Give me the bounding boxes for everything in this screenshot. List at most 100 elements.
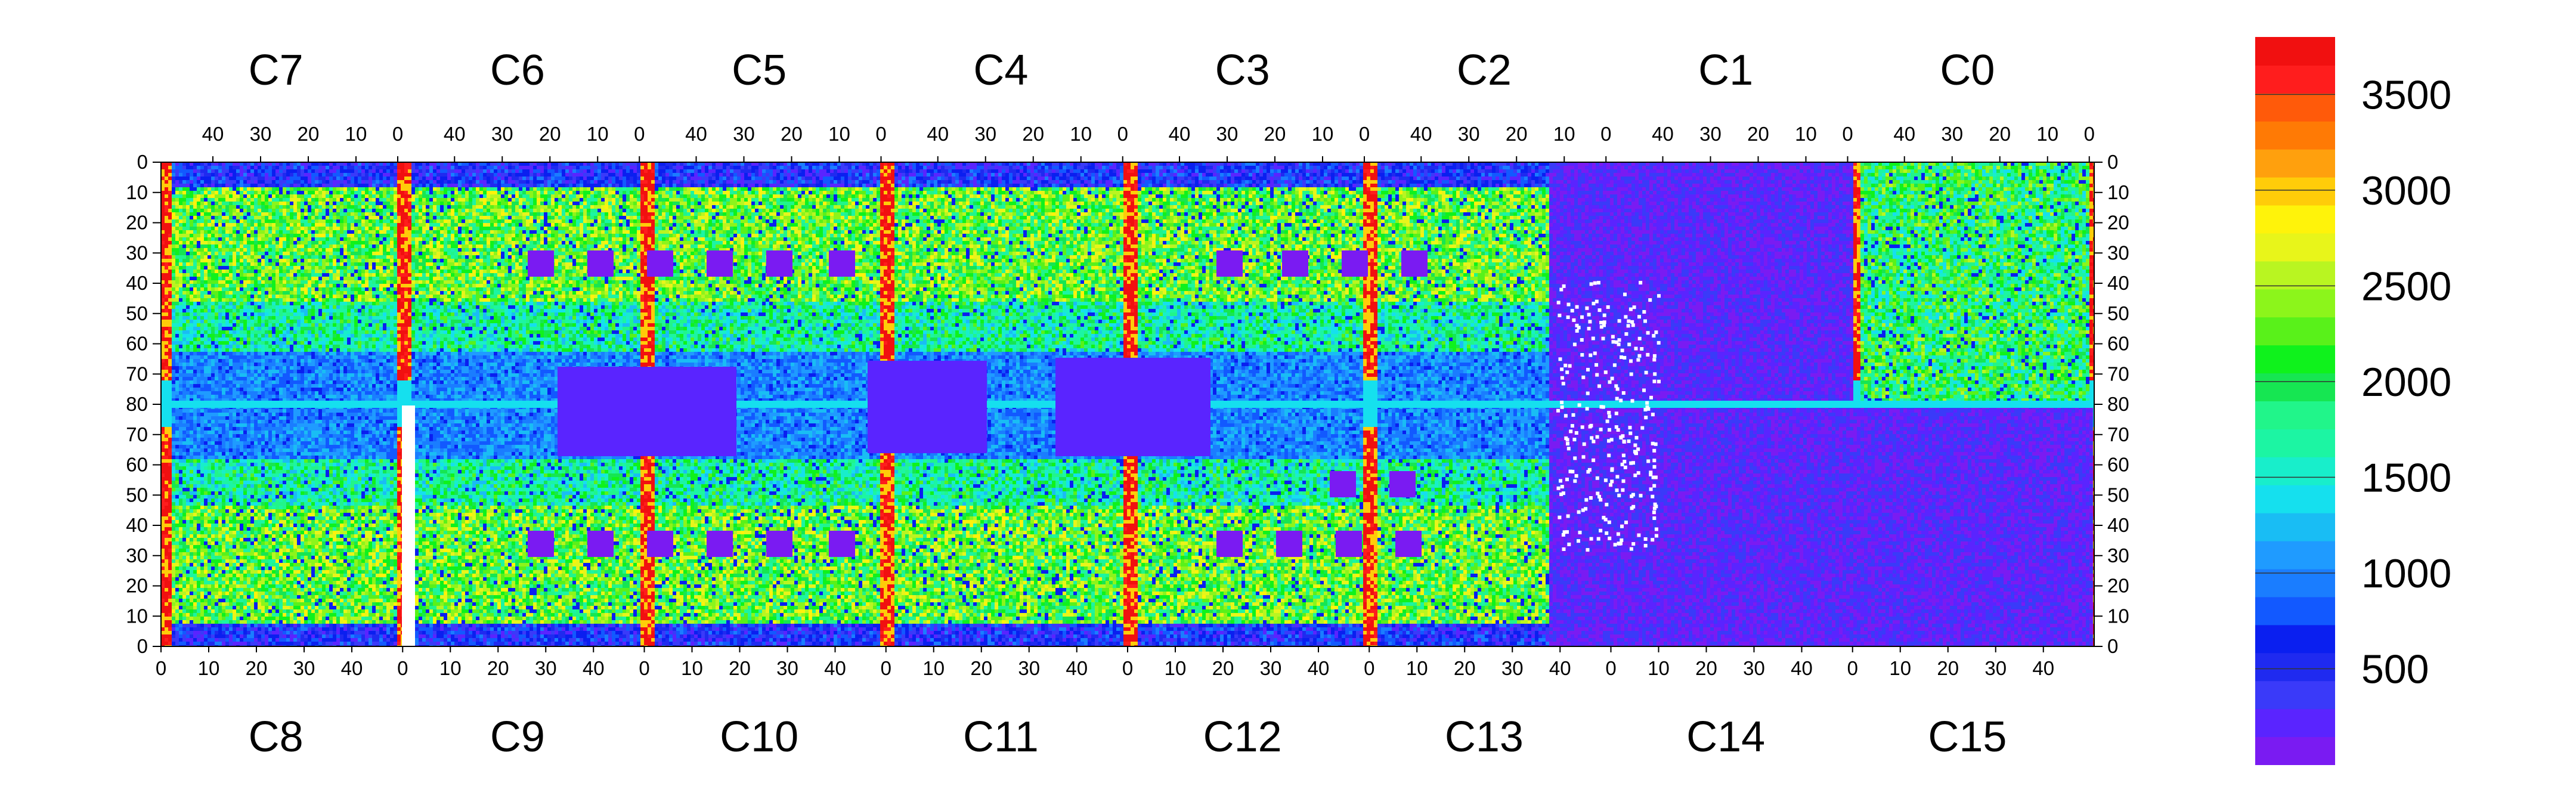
heatmap-cell [1907, 166, 1911, 169]
heatmap-cell [1052, 173, 1055, 177]
heatmap-cell [540, 166, 544, 169]
heatmap-cell [680, 177, 683, 180]
heatmap-cell [576, 173, 580, 177]
heatmap-cell [1578, 166, 1581, 169]
heatmap-cell [1098, 173, 1102, 177]
heatmap-cell [1474, 173, 1478, 177]
heatmap-cell [247, 173, 250, 177]
heatmap-cell [1166, 166, 1170, 169]
heatmap-cell [1893, 166, 1896, 169]
heatmap-cell [547, 177, 551, 180]
heatmap-cell [1538, 166, 1542, 169]
heatmap-cell [698, 173, 701, 177]
heatmap-cell [819, 173, 823, 177]
heatmap-cell [970, 169, 973, 173]
heatmap-cell [1342, 169, 1345, 173]
heatmap-cell [1113, 177, 1116, 180]
heatmap-cell [358, 177, 361, 180]
heatmap-cell [451, 166, 454, 169]
heatmap-cell [444, 177, 447, 180]
heatmap-cell [1267, 173, 1270, 177]
heatmap-cell [1302, 166, 1306, 169]
heatmap-cell [744, 173, 748, 177]
heatmap-cell [1259, 166, 1263, 169]
heatmap-cell [601, 169, 605, 173]
heatmap-cell [1828, 169, 1832, 173]
heatmap-cell [1678, 173, 1682, 177]
heatmap-cell [791, 166, 794, 169]
heatmap-cell [2018, 173, 2021, 177]
heatmap-cell [444, 169, 447, 173]
heatmap-cell [193, 169, 197, 173]
heatmap-cell [673, 177, 676, 180]
heatmap-cell [608, 169, 612, 173]
heatmap-cell [1957, 173, 1961, 177]
heatmap-cell [258, 173, 261, 177]
heatmap-cell [1077, 177, 1080, 180]
heatmap-cell [533, 177, 537, 180]
heatmap-cell [1009, 177, 1013, 180]
heatmap-cell [1846, 166, 1850, 169]
heatmap-cell [175, 177, 179, 180]
heatmap-cell [186, 173, 190, 177]
heatmap-cell [762, 177, 766, 180]
heatmap-cell [894, 173, 898, 177]
heatmap-cell [1428, 173, 1431, 177]
heatmap-cell [444, 173, 447, 177]
heatmap-cell [1789, 166, 1792, 169]
heatmap-cell [2043, 169, 2046, 173]
heatmap-cell [562, 169, 565, 173]
heatmap-cell [361, 173, 365, 177]
heatmap-cell [2000, 166, 2004, 169]
heatmap-cell [394, 173, 397, 177]
heatmap-cell [1850, 166, 1853, 169]
heatmap-cell [816, 177, 819, 180]
heatmap-cell [329, 177, 333, 180]
heatmap-cell [1338, 173, 1342, 177]
heatmap-cell [504, 169, 508, 173]
heatmap-cell [1599, 166, 1603, 169]
heatmap-cell [436, 166, 440, 169]
heatmap-cell [1055, 166, 1059, 169]
heatmap-cell [1896, 166, 1900, 169]
heatmap-cell [2064, 166, 2068, 169]
heatmap-cell [1013, 166, 1016, 169]
heatmap-cell [1692, 173, 1696, 177]
heatmap-cell [1038, 169, 1041, 173]
heatmap-cell [887, 177, 891, 180]
heatmap-cell [308, 173, 311, 177]
heatmap-cell [1896, 173, 1900, 177]
heatmap-cell [225, 173, 229, 177]
heatmap-cell [429, 173, 433, 177]
heatmap-cell [1463, 166, 1467, 169]
heatmap-cell [1113, 173, 1116, 177]
heatmap-cell [369, 166, 372, 169]
heatmap-cell [258, 177, 261, 180]
heatmap-cell [1757, 173, 1760, 177]
heatmap-cell [630, 173, 633, 177]
heatmap-cell [190, 169, 193, 173]
heatmap-cell [1030, 166, 1034, 169]
heatmap-cell [440, 169, 444, 173]
heatmap-cell [1363, 173, 1367, 177]
heatmap-cell [2064, 169, 2068, 173]
heatmap-cell [1524, 166, 1528, 169]
heatmap-cell [995, 169, 998, 173]
heatmap-cell [2086, 173, 2089, 177]
heatmap-cell [583, 166, 587, 169]
heatmap-cell [440, 173, 444, 177]
heatmap-cell [912, 173, 916, 177]
heatmap-cell [884, 166, 887, 169]
heatmap-cell [519, 173, 522, 177]
heatmap-cell [2089, 169, 2093, 173]
heatmap-cell [1692, 166, 1696, 169]
heatmap-cell [2036, 169, 2039, 173]
heatmap-cell [1739, 166, 1742, 169]
heatmap-cell [1116, 169, 1120, 173]
heatmap-cell [1685, 166, 1689, 169]
heatmap-cell [1048, 177, 1052, 180]
heatmap-cell [369, 177, 372, 180]
heatmap-cell [1399, 173, 1402, 177]
heatmap-cell [311, 177, 315, 180]
